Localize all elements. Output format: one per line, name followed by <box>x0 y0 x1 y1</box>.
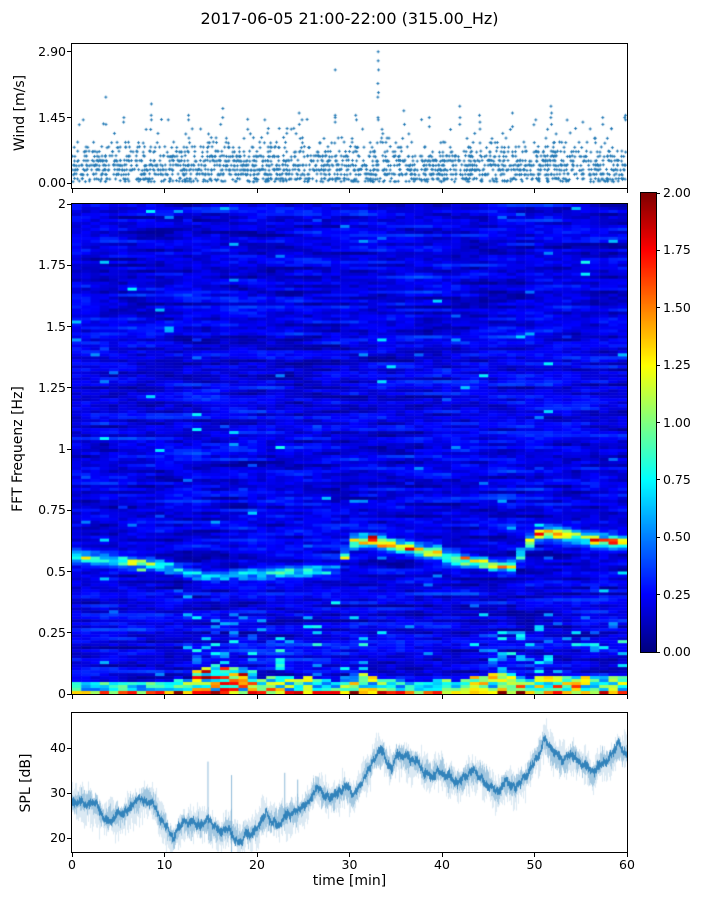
tick-mark <box>67 326 71 327</box>
tick-label: 0.00 <box>38 175 66 191</box>
tick-label: 40 <box>434 857 450 872</box>
tick-label: 1 <box>58 441 66 456</box>
tick-mark <box>441 853 443 857</box>
tick-label: 20 <box>50 830 66 846</box>
tick-mark <box>67 693 71 695</box>
tick-mark <box>67 571 71 572</box>
spl-ylabel: SPL [dB] <box>18 753 34 813</box>
colorbar <box>640 192 657 653</box>
tick-label: 0.25 <box>663 586 691 602</box>
tick-mark <box>67 837 71 839</box>
tick-mark <box>164 189 165 193</box>
wind-panel <box>71 43 628 189</box>
tick-mark <box>534 853 535 857</box>
tick-mark <box>67 117 71 119</box>
tick-label: 0.75 <box>38 502 66 518</box>
tick-mark <box>71 695 73 699</box>
tick-label: 1.50 <box>663 299 691 315</box>
tick-mark <box>349 189 350 193</box>
spectrogram-panel <box>71 203 628 695</box>
tick-mark <box>656 307 660 309</box>
tick-label: 30 <box>341 857 358 872</box>
tick-label: 1.75 <box>38 257 66 273</box>
tick-label: 20 <box>249 857 265 872</box>
tick-mark <box>349 695 350 699</box>
tick-label: 1.25 <box>38 379 66 395</box>
tick-mark <box>441 695 443 699</box>
tick-mark <box>164 853 165 857</box>
tick-mark <box>67 203 71 205</box>
colorbar-canvas <box>641 193 656 652</box>
tick-label: 0.50 <box>663 529 691 545</box>
tick-label: 1.5 <box>46 318 66 334</box>
tick-label: 30 <box>50 785 66 801</box>
tick-mark <box>656 249 660 251</box>
tick-mark <box>67 264 71 266</box>
tick-mark <box>71 853 73 857</box>
tick-label: 40 <box>50 740 66 756</box>
wind-scatter-canvas <box>72 44 627 188</box>
tick-mark <box>256 695 258 699</box>
tick-label: 0.25 <box>38 624 66 640</box>
tick-mark <box>656 364 660 366</box>
tick-mark <box>656 594 660 596</box>
tick-mark <box>67 448 71 450</box>
tick-label: 1.00 <box>663 414 691 430</box>
time-xlabel: time [min] <box>312 873 387 889</box>
tick-mark <box>534 189 535 193</box>
chart-title: 2017-06-05 21:00-22:00 (315.00_Hz) <box>200 9 499 28</box>
tick-mark <box>256 853 258 857</box>
tick-mark <box>164 695 165 699</box>
tick-mark <box>67 632 71 634</box>
tick-mark <box>656 479 660 481</box>
tick-mark <box>67 51 71 53</box>
tick-label: 0.75 <box>663 471 691 487</box>
spectrogram-canvas <box>72 204 627 694</box>
tick-mark <box>256 189 258 193</box>
tick-mark <box>626 853 628 857</box>
tick-mark <box>656 536 660 538</box>
tick-label: 2 <box>58 196 66 211</box>
tick-label: 1.45 <box>38 109 66 125</box>
tick-mark <box>656 192 660 194</box>
tick-mark <box>626 695 628 699</box>
tick-mark <box>67 747 71 749</box>
tick-label: 0.00 <box>663 644 691 659</box>
tick-mark <box>441 189 443 193</box>
tick-mark <box>349 853 350 857</box>
tick-label: 2.00 <box>663 185 691 200</box>
tick-mark <box>656 422 660 423</box>
tick-mark <box>67 792 71 794</box>
tick-label: 10 <box>156 857 173 872</box>
tick-mark <box>67 509 71 511</box>
tick-label: 1.75 <box>663 242 691 258</box>
tick-label: 0 <box>58 686 66 701</box>
tick-mark <box>67 182 71 184</box>
tick-mark <box>67 387 71 389</box>
tick-label: 2.90 <box>38 43 66 59</box>
spl-panel <box>71 712 628 853</box>
tick-mark <box>656 651 660 653</box>
tick-label: 50 <box>526 857 543 872</box>
tick-label: 0 <box>68 857 76 872</box>
tick-label: 0.5 <box>46 563 66 579</box>
tick-mark <box>71 189 73 193</box>
spl-line-canvas <box>72 713 627 852</box>
tick-mark <box>534 695 535 699</box>
tick-label: 1.25 <box>663 357 691 373</box>
tick-mark <box>626 189 628 193</box>
tick-label: 60 <box>619 857 635 872</box>
